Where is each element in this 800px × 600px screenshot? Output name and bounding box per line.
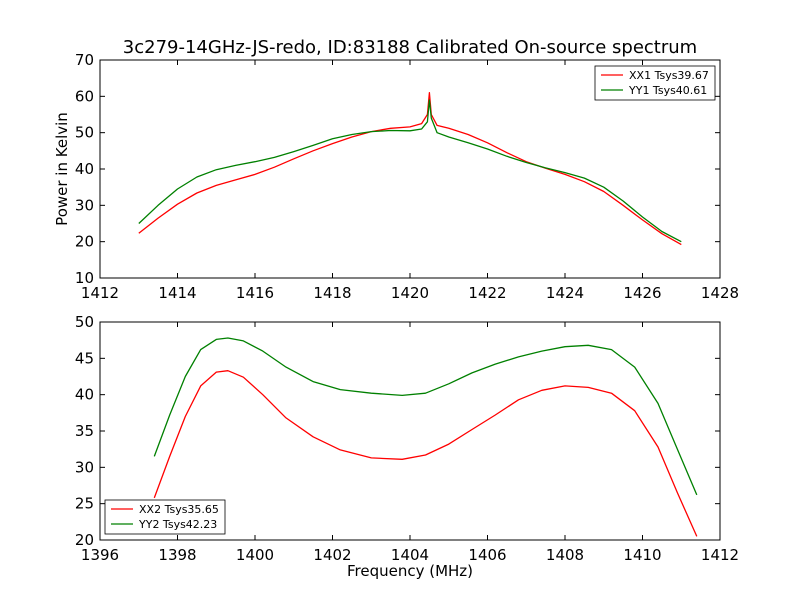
- y-tick-label: 60: [75, 87, 94, 105]
- x-tick-label: 1422: [468, 284, 506, 302]
- legend-entry: XX2 Tsys35.65: [139, 503, 219, 516]
- x-tick-label: 1416: [236, 284, 274, 302]
- x-tick-label: 1412: [81, 284, 119, 302]
- x-tick-label: 1420: [391, 284, 429, 302]
- bottom-panel: 1396 1398 1400 1402 1404 1406 1408 1410 1412 20 25…: [75, 313, 739, 580]
- x-tick-label: 1428: [701, 284, 739, 302]
- y-tick-label: 35: [75, 422, 94, 440]
- legend-entry: YY2 Tsys42.23: [138, 518, 217, 531]
- legend-entry: YY1 Tsys40.61: [628, 84, 707, 97]
- x-tick-label: 1424: [546, 284, 584, 302]
- x-tick-label: 1396: [81, 546, 119, 564]
- legend-box: [594, 65, 716, 101]
- x-tick-label: 1400: [236, 546, 274, 564]
- y-tick-label: 40: [75, 386, 94, 404]
- x-tick-label: 1412: [701, 546, 739, 564]
- series-line-yy-1: [138, 99, 682, 243]
- top-panel: 1412 1414 1416 1418 1420 1422 1424 1426 1428 10 20…: [53, 51, 739, 302]
- legend: XX1 Tsys39.67 YY1 Tsys40.61: [594, 65, 716, 101]
- legend-entry: XX1 Tsys39.67: [629, 69, 709, 82]
- x-tick-label: 1398: [158, 546, 196, 564]
- y-tick-label: 45: [75, 349, 94, 367]
- x-tick-label: 1402: [313, 546, 351, 564]
- y-tick-label: 50: [75, 313, 94, 331]
- legend-box: [104, 499, 226, 535]
- y-tick-label: 70: [75, 51, 94, 69]
- x-axis-label: Frequency (MHz): [347, 562, 473, 580]
- series-line-xx-2: [153, 370, 698, 537]
- series-line-yy-2: [153, 337, 698, 496]
- y-axis-label: Power in Kelvin: [53, 112, 71, 226]
- y-tick-label: 25: [75, 495, 94, 513]
- x-tick-label: 1410: [623, 546, 661, 564]
- legend: XX2 Tsys35.65 YY2 Tsys42.23: [104, 499, 226, 535]
- y-tick-label: 20: [75, 233, 94, 251]
- x-tick-label: 1406: [468, 546, 506, 564]
- x-tick-label: 1426: [623, 284, 661, 302]
- x-tick-label: 1404: [391, 546, 429, 564]
- y-tick-label: 20: [75, 531, 94, 549]
- y-tick-label: 40: [75, 160, 94, 178]
- y-tick-label: 30: [75, 458, 94, 476]
- figure-title: 3c279-14GHz-JS-redo, ID:83188 Calibrated…: [123, 37, 697, 58]
- series-line-xx-1: [138, 92, 682, 246]
- y-tick-label: 50: [75, 124, 94, 142]
- x-tick-label: 1408: [546, 546, 584, 564]
- y-tick-label: 30: [75, 196, 94, 214]
- x-tick-label: 1414: [158, 284, 196, 302]
- y-tick-label: 10: [75, 269, 94, 287]
- x-tick-label: 1418: [313, 284, 351, 302]
